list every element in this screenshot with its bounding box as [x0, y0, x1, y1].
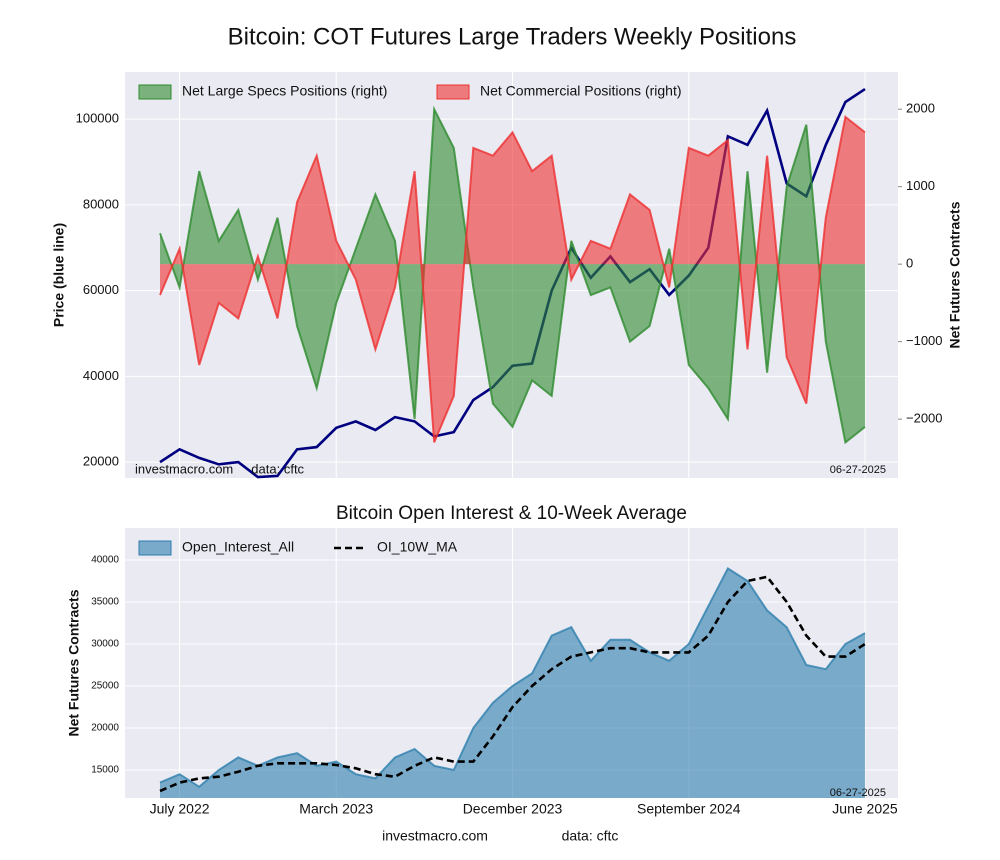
y-tick-label: 40000 [91, 555, 119, 566]
figure-title: Bitcoin: COT Futures Large Traders Weekl… [228, 23, 797, 50]
footer-site: investmacro.com [382, 828, 488, 844]
legend-swatch [436, 84, 470, 100]
area-line [159, 115, 866, 443]
y-tick-label: 20000 [83, 454, 119, 469]
y-tick-label: 25000 [91, 681, 119, 692]
area-fill [160, 568, 865, 798]
x-tick-label: September 2024 [637, 801, 741, 817]
y-tick-label: 15000 [91, 765, 119, 776]
legend-label: OI_10W_MA [377, 539, 458, 555]
area-line [159, 105, 866, 445]
y-axis-label: Net Futures Contracts [66, 589, 82, 736]
area-fill [160, 116, 865, 443]
y-tick-label: 60000 [83, 282, 119, 297]
y-tick-label: 100000 [76, 111, 119, 126]
source-note: investmacro.com data: cftc [135, 461, 305, 476]
y2-tick-label: 1000 [906, 178, 935, 193]
date-note: 06-27-2025 [830, 464, 886, 476]
legend-label: Net Commercial Positions (right) [480, 83, 682, 99]
footer-source: data: cftc [562, 828, 619, 844]
line [159, 575, 866, 793]
date-note: 06-27-2025 [830, 787, 886, 799]
y2-tick-label: −1000 [906, 333, 943, 348]
x-tick-label: December 2023 [463, 801, 563, 817]
chart-title: Bitcoin Open Interest & 10-Week Average [336, 503, 687, 524]
legend-swatch [138, 84, 172, 100]
legend-label: Net Large Specs Positions (right) [182, 83, 387, 99]
legend-label: Open_Interest_All [182, 539, 294, 555]
y-axis-label: Price (blue line) [51, 223, 67, 327]
x-tick-label: March 2023 [299, 801, 373, 817]
x-tick-label: July 2022 [150, 801, 210, 817]
y2-tick-label: 0 [906, 256, 913, 271]
y2-tick-label: −2000 [906, 411, 943, 426]
y-tick-label: 30000 [91, 639, 119, 650]
y-tick-label: 40000 [83, 368, 119, 383]
x-tick-label: June 2025 [832, 801, 898, 817]
y-tick-label: 35000 [91, 597, 119, 608]
legend-swatch [138, 540, 172, 556]
y-tick-label: 20000 [91, 723, 119, 734]
y-tick-label: 80000 [83, 196, 119, 211]
area-line [159, 566, 866, 789]
y2-axis-label: Net Futures Contracts [947, 201, 963, 348]
y2-tick-label: 2000 [906, 101, 935, 116]
